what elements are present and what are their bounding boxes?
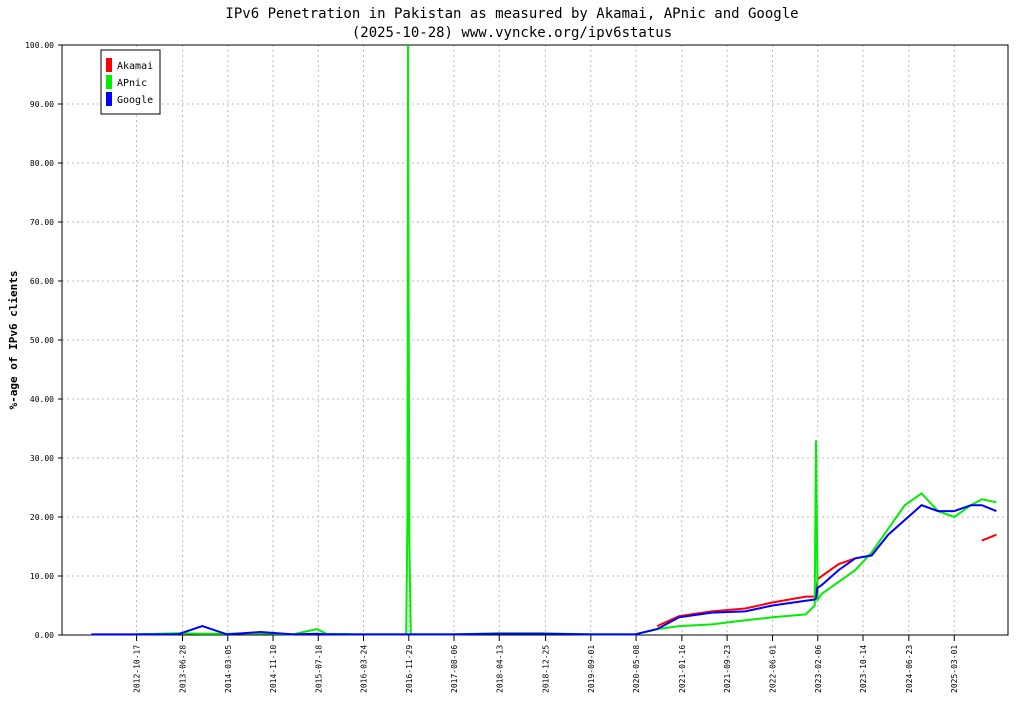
x-tick-label: 2013-06-28 bbox=[179, 645, 188, 693]
y-tick-label: 60.00 bbox=[30, 277, 54, 286]
y-tick-label: 0.00 bbox=[35, 631, 54, 640]
series-line bbox=[133, 44, 997, 636]
chart-subtitle: (2025-10-28) www.vyncke.org/ipv6status bbox=[352, 25, 672, 41]
y-tick-label: 30.00 bbox=[30, 454, 54, 463]
legend-label: Akamai bbox=[117, 61, 153, 72]
x-tick-label: 2014-03-05 bbox=[224, 645, 233, 693]
y-tick-label: 90.00 bbox=[30, 100, 54, 109]
legend-swatch bbox=[106, 75, 112, 89]
x-tick-label: 2023-02-06 bbox=[814, 645, 823, 693]
legend-swatch bbox=[106, 92, 112, 106]
x-tick-label: 2021-01-16 bbox=[678, 645, 687, 693]
x-tick-label: 2016-03-24 bbox=[360, 645, 369, 693]
series-line bbox=[91, 504, 997, 636]
series-line bbox=[656, 533, 997, 628]
x-tick-label: 2023-10-14 bbox=[859, 645, 868, 693]
x-tick-label: 2018-04-13 bbox=[495, 645, 504, 693]
legend-swatch bbox=[106, 58, 112, 72]
x-tick-label: 2012-10-17 bbox=[133, 645, 142, 693]
y-tick-label: 20.00 bbox=[30, 513, 54, 522]
x-tick-label: 2022-06-01 bbox=[769, 645, 778, 693]
y-tick-label: 70.00 bbox=[30, 218, 54, 227]
x-tick-label: 2020-05-08 bbox=[632, 645, 641, 693]
x-tick-label: 2018-12-25 bbox=[542, 645, 551, 693]
x-tick-label: 2025-03-01 bbox=[950, 645, 959, 693]
plot-frame bbox=[61, 44, 1009, 636]
legend-label: APnic bbox=[117, 78, 147, 89]
x-tick-label: 2021-09-23 bbox=[723, 645, 732, 693]
chart-title: IPv6 Penetration in Pakistan as measured… bbox=[225, 6, 798, 22]
x-tick-label: 2015-07-18 bbox=[314, 645, 323, 693]
y-tick-label: 80.00 bbox=[30, 159, 54, 168]
y-tick-label: 10.00 bbox=[30, 572, 54, 581]
y-tick-label: 50.00 bbox=[30, 336, 54, 345]
y-tick-label: 40.00 bbox=[30, 395, 54, 404]
legend-label: Google bbox=[117, 95, 153, 106]
x-tick-label: 2024-06-23 bbox=[905, 645, 914, 693]
y-axis-label: %-age of IPv6 clients bbox=[7, 270, 20, 409]
x-tick-label: 2019-09-01 bbox=[587, 645, 596, 693]
x-tick-label: 2016-11-29 bbox=[405, 645, 414, 693]
x-tick-label: 2014-11-10 bbox=[269, 645, 278, 693]
x-tick-label: 2017-08-06 bbox=[450, 645, 459, 693]
y-tick-label: 100.00 bbox=[25, 41, 54, 50]
